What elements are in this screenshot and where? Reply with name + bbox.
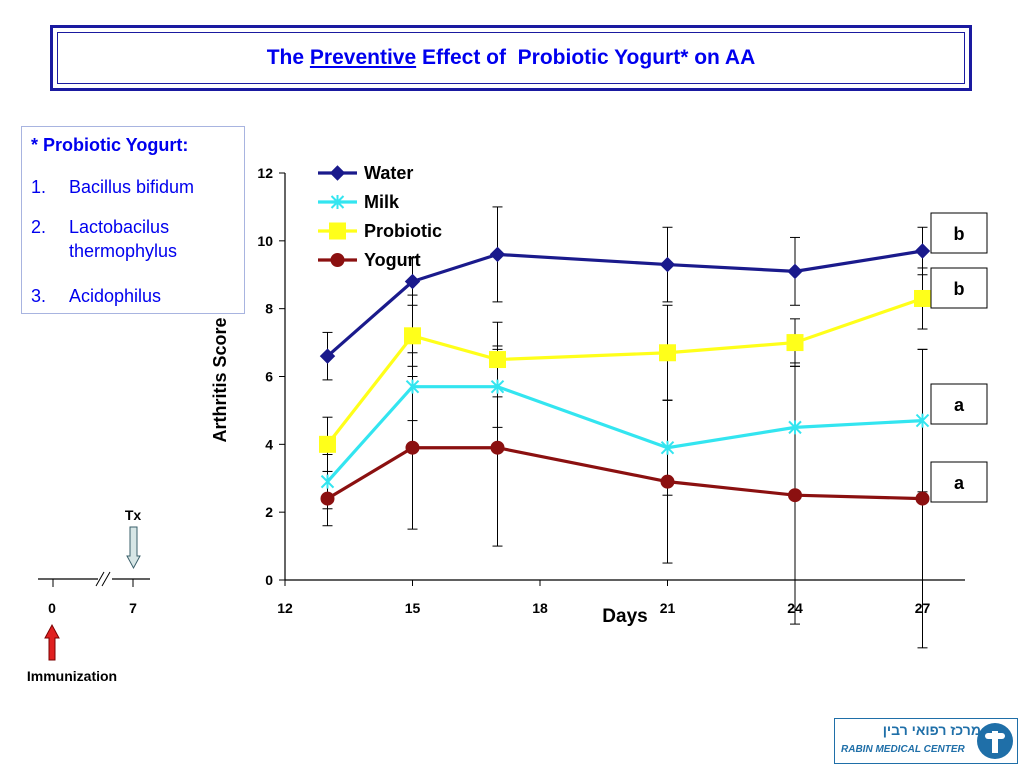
y-tick-label: 10 bbox=[257, 233, 273, 249]
data-point-probiotic bbox=[786, 334, 804, 352]
axis-break bbox=[101, 571, 111, 587]
legend-marker bbox=[330, 195, 345, 209]
data-point-milk bbox=[490, 379, 505, 394]
series-lines bbox=[326, 249, 924, 501]
probiotic-note: * Probiotic Yogurt: 1. Bacillus bifidum … bbox=[21, 126, 245, 314]
data-point-probiotic bbox=[319, 435, 336, 453]
series-line-milk bbox=[326, 385, 923, 483]
note-item-text: Acidophilus bbox=[69, 286, 162, 306]
y-tick-label: 12 bbox=[257, 165, 273, 181]
data-point-water bbox=[787, 263, 803, 280]
series-markers bbox=[319, 243, 931, 506]
logo-english-text: RABIN MEDICAL CENTER bbox=[841, 744, 965, 755]
legend-marker bbox=[329, 165, 346, 181]
logo-emblem-icon bbox=[977, 723, 1013, 759]
title-frame: The Preventive Effect of Probiotic Yogur… bbox=[50, 25, 972, 91]
x-tick-label: 12 bbox=[277, 600, 293, 616]
data-point-milk bbox=[320, 474, 335, 489]
series-line-water bbox=[326, 249, 923, 358]
rabin-medical-center-logo: מרכז רפואי רבין RABIN MEDICAL CENTER bbox=[834, 718, 1018, 764]
data-point-probiotic bbox=[404, 327, 421, 345]
note-item-number: 2. bbox=[31, 217, 47, 237]
group-label-box bbox=[930, 383, 988, 425]
x-tick-label: 21 bbox=[660, 600, 676, 616]
tx-arrow-icon bbox=[126, 526, 141, 570]
data-point-water bbox=[319, 348, 336, 364]
group-label: b bbox=[954, 279, 965, 299]
legend-label: Water bbox=[364, 163, 413, 183]
data-point-water bbox=[489, 246, 506, 263]
immunization-arrow-icon bbox=[44, 623, 60, 661]
data-point-water bbox=[914, 243, 931, 259]
group-label-box bbox=[930, 267, 988, 309]
chart-legend: Water Milk Probiotic Yogurt bbox=[318, 163, 442, 270]
tx-label: Tx bbox=[125, 507, 142, 523]
group-label: a bbox=[954, 395, 965, 415]
data-point-yogurt bbox=[320, 491, 335, 506]
data-point-water bbox=[404, 273, 421, 290]
series-line-yogurt bbox=[326, 446, 923, 501]
y-tick-label: 6 bbox=[265, 369, 273, 385]
logo-hebrew-text: מרכז רפואי רבין bbox=[882, 722, 981, 738]
note-item-number: 1. bbox=[31, 177, 47, 197]
x-axis-label: Days bbox=[602, 606, 647, 627]
data-point-milk bbox=[660, 440, 675, 455]
y-axis-label: Arthritis Score bbox=[210, 317, 230, 442]
note-item-text: Lactobacilus thermophylus bbox=[69, 217, 178, 261]
data-point-yogurt bbox=[405, 440, 420, 455]
note-item-text: Bacillus bifidum bbox=[69, 177, 195, 197]
y-tick-label: 0 bbox=[265, 572, 273, 588]
y-tick-label: 8 bbox=[265, 301, 273, 317]
group-labels: b b a a bbox=[930, 212, 988, 503]
title-after: Effect of Probiotic Yogurt* on AA bbox=[416, 46, 756, 69]
legend-marker bbox=[330, 253, 345, 267]
legend-label: Milk bbox=[364, 192, 400, 212]
x-tick-label: 18 bbox=[532, 600, 548, 616]
group-label: a bbox=[954, 473, 965, 493]
group-label-box bbox=[930, 461, 988, 503]
data-point-milk bbox=[788, 420, 802, 435]
data-point-probiotic bbox=[489, 351, 506, 369]
error-bars bbox=[322, 206, 928, 649]
data-point-yogurt bbox=[915, 491, 930, 506]
group-label: b bbox=[954, 224, 965, 244]
data-point-yogurt bbox=[788, 488, 802, 503]
immunization-label: Immunization bbox=[27, 668, 117, 684]
title-emphasis: Preventive bbox=[309, 46, 417, 69]
timeline: 0 7 Tx Immunization bbox=[27, 507, 150, 684]
axis-break bbox=[95, 571, 105, 587]
timeline-tick-label: 0 bbox=[48, 600, 56, 616]
legend-label: Yogurt bbox=[364, 250, 421, 270]
group-label-box bbox=[930, 212, 988, 254]
data-point-probiotic bbox=[659, 344, 676, 362]
x-tick-label: 15 bbox=[405, 600, 421, 616]
legend-marker bbox=[329, 222, 346, 240]
data-point-water bbox=[659, 256, 676, 273]
note-heading: * Probiotic Yogurt: bbox=[31, 135, 189, 155]
timeline-tick-label: 7 bbox=[129, 600, 137, 616]
y-tick-label: 4 bbox=[265, 436, 273, 452]
data-point-yogurt bbox=[660, 474, 675, 489]
page-title: The Preventive Effect of Probiotic Yogur… bbox=[57, 32, 965, 84]
note-item-number: 3. bbox=[31, 286, 47, 306]
legend-label: Probiotic bbox=[364, 221, 442, 241]
y-tick-label: 2 bbox=[265, 504, 273, 520]
data-point-yogurt bbox=[490, 440, 505, 455]
data-point-milk bbox=[405, 379, 420, 394]
series-line-probiotic bbox=[326, 296, 924, 446]
title-before: The bbox=[266, 46, 310, 69]
data-point-probiotic bbox=[914, 289, 931, 307]
data-point-milk bbox=[915, 413, 930, 428]
